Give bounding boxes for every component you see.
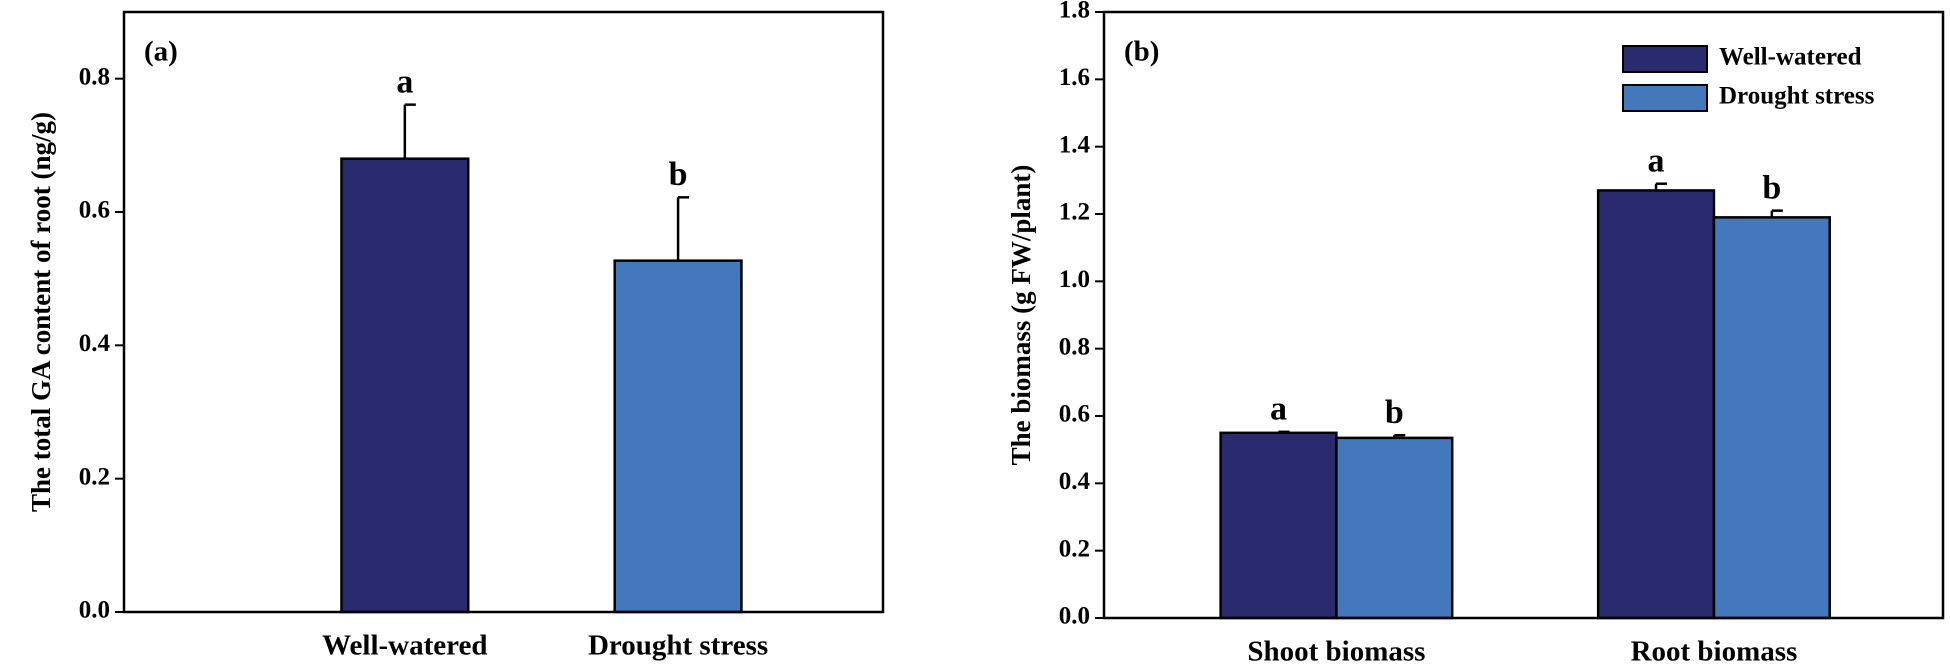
y-axis-label: The biomass (g FW/plant) (1006, 165, 1036, 466)
bar (1219, 431, 1338, 620)
panel-label: (a) (144, 36, 178, 68)
legend-swatch (1622, 45, 1708, 73)
y-tick-label: 1.6 (1059, 64, 1090, 91)
plot-frame (122, 10, 885, 614)
y-tick-label: 0.2 (79, 463, 110, 490)
y-tick-label: 0.0 (79, 597, 110, 624)
y-tick-label: 1.2 (1059, 199, 1090, 226)
x-tick-label: Shoot biomass (1247, 636, 1425, 668)
y-tick-label: 0.6 (79, 197, 110, 224)
y-tick-label: 0.8 (1059, 333, 1090, 360)
bar (1712, 216, 1831, 620)
significance-letter: b (1385, 394, 1404, 431)
significance-letter: a (396, 63, 413, 100)
legend-label: Well-watered (1719, 44, 1862, 71)
legend-label: Drought stress (1719, 83, 1875, 110)
y-tick-label: 1.0 (1059, 266, 1090, 293)
x-tick-label: Drought stress (588, 630, 768, 662)
bar (1335, 436, 1454, 620)
plot-frame (1102, 10, 1945, 620)
significance-letter: a (1270, 391, 1287, 428)
y-tick-label: 0.6 (1059, 401, 1090, 428)
significance-letter: a (1648, 142, 1665, 179)
bar (340, 157, 470, 614)
x-tick-label: Well-watered (322, 630, 487, 662)
y-tick-label: 0.4 (1059, 468, 1091, 495)
x-tick-label: Root biomass (1631, 636, 1798, 668)
y-tick-label: 0.2 (1059, 535, 1090, 562)
y-tick-label: 0.4 (79, 330, 111, 357)
y-tick-label: 1.8 (1059, 0, 1090, 24)
y-axis-label: The total GA content of root (ng/g) (26, 112, 56, 512)
bar (613, 259, 743, 614)
panel-label: (b) (1124, 36, 1159, 68)
y-tick-label: 0.8 (79, 63, 110, 90)
bar (1596, 189, 1716, 620)
legend-swatch (1622, 84, 1708, 112)
significance-letter: b (1762, 169, 1781, 206)
significance-letter: b (669, 156, 688, 193)
y-tick-label: 1.4 (1059, 131, 1091, 158)
y-tick-label: 0.0 (1059, 603, 1090, 630)
